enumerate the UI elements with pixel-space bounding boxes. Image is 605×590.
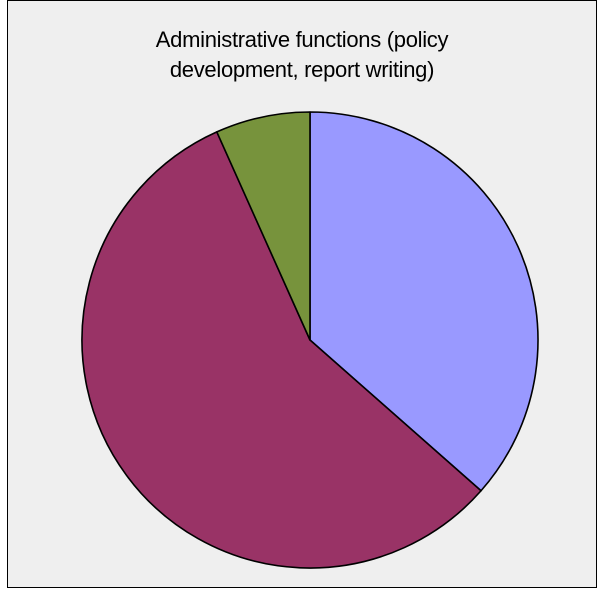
chart-title-line-1: Administrative functions (policy xyxy=(155,27,449,52)
chart-title-line-2: development, report writing) xyxy=(169,57,435,82)
chart-title: Administrative functions (policy develop… xyxy=(8,25,596,85)
pie-slice-1 xyxy=(309,111,539,492)
pie-slice-2 xyxy=(81,131,482,569)
chart-area: Administrative functions (policy develop… xyxy=(7,0,597,588)
pie-slice-3 xyxy=(216,111,311,341)
pie-chart xyxy=(81,111,539,569)
